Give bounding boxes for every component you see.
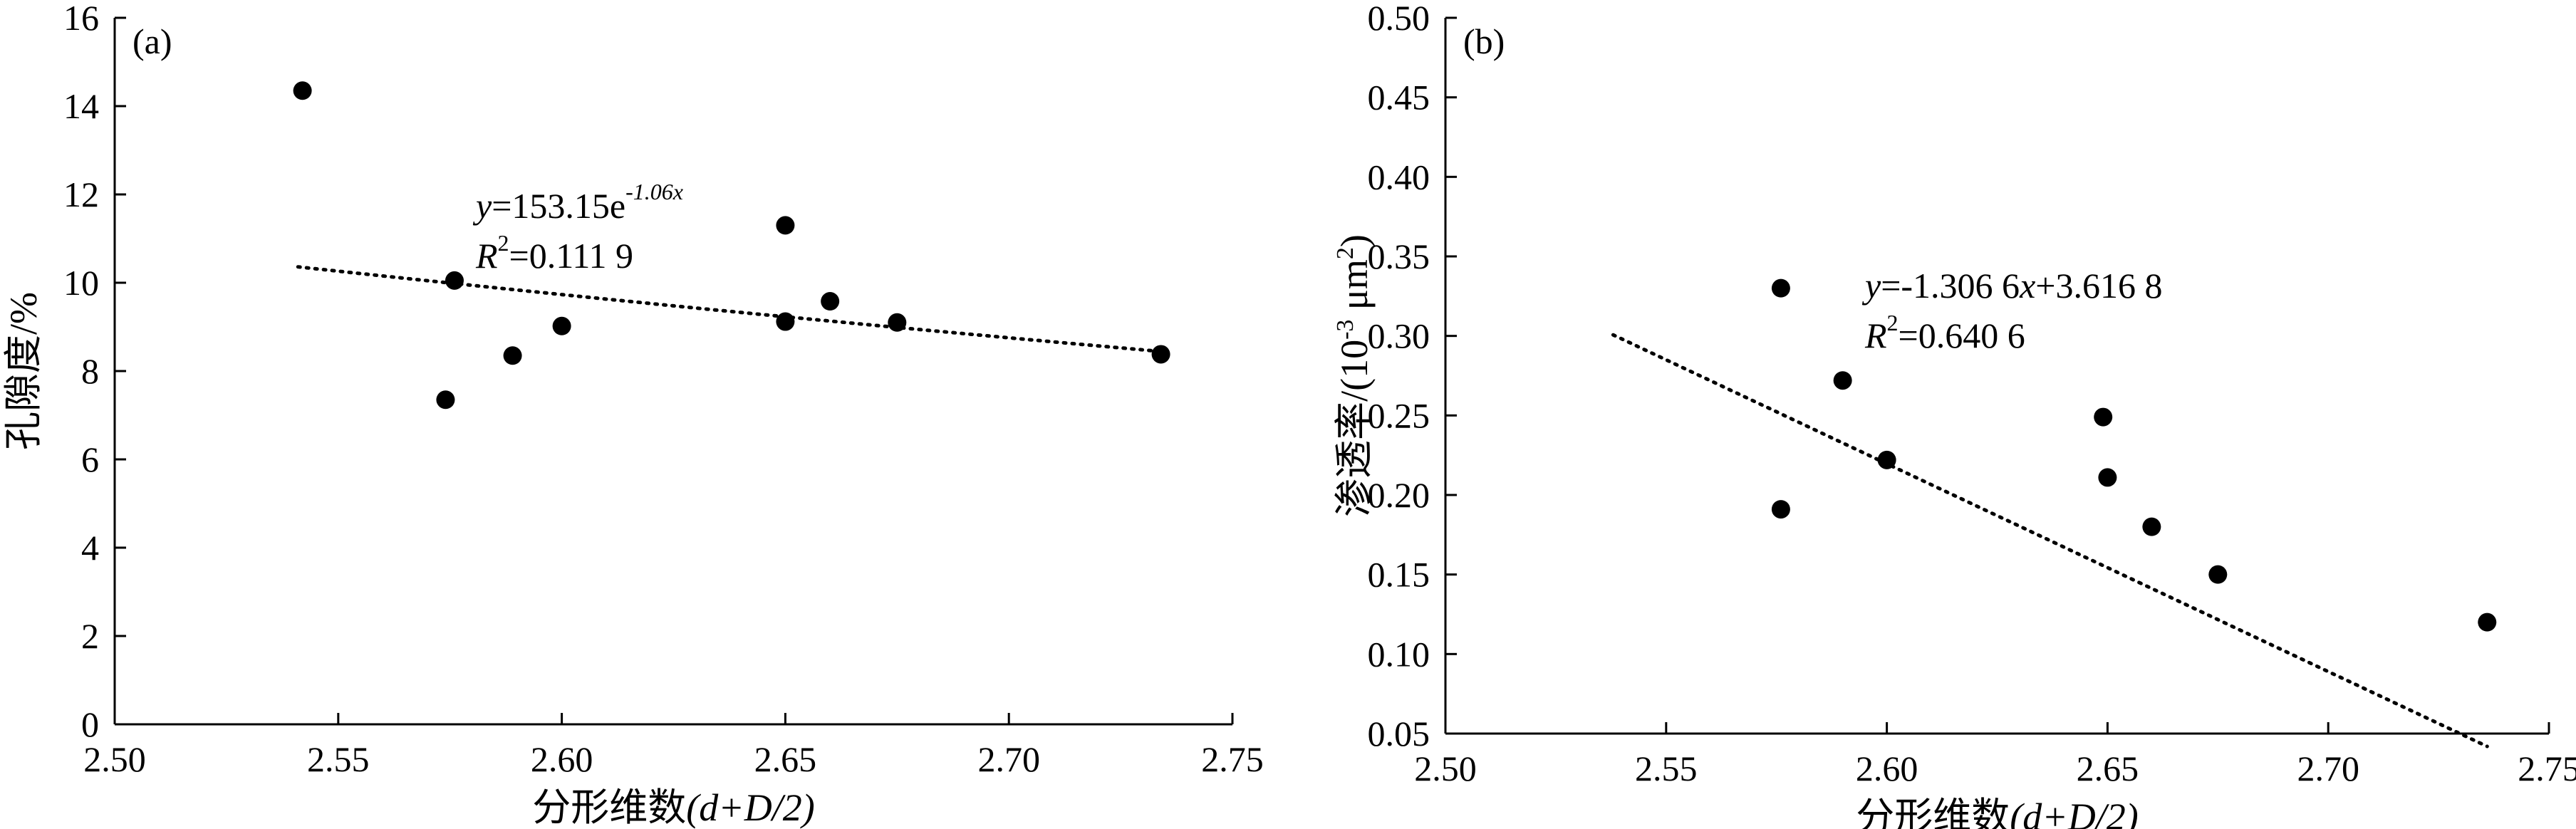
y-tick-label: 0.35 bbox=[1368, 236, 1430, 276]
data-point bbox=[821, 292, 840, 311]
y-axis-title-close: ) bbox=[1333, 234, 1376, 247]
x-tick-label: 2.50 bbox=[83, 739, 146, 779]
x-tick-label: 2.75 bbox=[1201, 739, 1264, 779]
r-sup: 2 bbox=[498, 230, 509, 256]
x-tick-label: 2.55 bbox=[307, 739, 370, 779]
data-point bbox=[436, 390, 455, 410]
data-point bbox=[1771, 500, 1790, 519]
r-value: =0.640 6 bbox=[1899, 316, 2025, 355]
y-tick-label: 0 bbox=[81, 704, 99, 744]
y-axis-title: 渗透率/(10-3 μm2) bbox=[1332, 234, 1376, 517]
y-tick-label: 6 bbox=[81, 439, 99, 479]
r-sup: 2 bbox=[1887, 310, 1899, 335]
data-point bbox=[552, 316, 571, 335]
y-axis-title-main: 渗透率/(10 bbox=[1333, 340, 1376, 517]
x-tick-label: 2.60 bbox=[531, 739, 593, 779]
x-tick-label: 2.50 bbox=[1414, 749, 1477, 788]
data-point bbox=[293, 81, 312, 100]
y-tick-label: 10 bbox=[63, 263, 99, 303]
y-tick-label: 2 bbox=[81, 616, 99, 656]
data-point bbox=[1833, 371, 1852, 390]
y-tick-label: 0.20 bbox=[1368, 475, 1430, 515]
x-tick-label: 2.60 bbox=[1856, 749, 1918, 788]
data-point bbox=[2208, 565, 2228, 584]
y-tick-label: 0.15 bbox=[1368, 555, 1430, 595]
x-tick-label: 2.65 bbox=[754, 739, 817, 779]
y-tick-label: 8 bbox=[81, 351, 99, 391]
r-squared-label: R2=0.111 9 bbox=[475, 230, 633, 276]
trendline-equation: y=153.15e-1.06x bbox=[472, 179, 683, 226]
y-tick-label: 16 bbox=[63, 0, 99, 38]
y-tick-label: 0.30 bbox=[1368, 316, 1430, 356]
eq-y-var: y bbox=[1861, 266, 1881, 306]
y-tick-label: 14 bbox=[63, 86, 99, 126]
y-tick-label: 0.05 bbox=[1368, 714, 1430, 754]
x-axis-title-paren: (d+D/2) bbox=[2010, 796, 2138, 829]
x-axis-title-main: 分形维数 bbox=[532, 786, 686, 829]
data-point bbox=[776, 312, 795, 331]
x-axis-title-main: 分形维数 bbox=[1856, 796, 2010, 829]
r-value: =0.111 9 bbox=[509, 236, 634, 276]
data-point bbox=[1151, 345, 1170, 364]
eq-tail: +3.616 8 bbox=[2035, 266, 2162, 306]
y-tick-label: 4 bbox=[81, 528, 99, 568]
data-point bbox=[2478, 612, 2497, 632]
data-point bbox=[1771, 278, 1790, 298]
x-tick-label: 2.65 bbox=[2077, 749, 2139, 788]
y-tick-label: 0.10 bbox=[1368, 634, 1430, 674]
y-tick-label: 12 bbox=[63, 174, 99, 214]
eq-y-var: y bbox=[472, 186, 492, 226]
trendline bbox=[1611, 333, 2489, 749]
x-axis-title-paren: (d+D/2) bbox=[686, 786, 814, 829]
panel-b-permeability: 2.50 2.55 2.60 2.65 2.70 2.75 0.05 0.10 0.15 0.20… bbox=[1332, 0, 2576, 829]
y-axis-title: 孔隙度/% bbox=[2, 292, 45, 450]
x-tick-label: 2.55 bbox=[1635, 749, 1698, 788]
r-var: R bbox=[475, 236, 498, 276]
data-point bbox=[2142, 517, 2161, 536]
panel-label: (a) bbox=[133, 21, 172, 61]
x-axis-title: 分形维数(d+D/2) bbox=[532, 786, 814, 829]
y-axis-title-unit: μm bbox=[1333, 259, 1376, 319]
eq-exponent: -1.06x bbox=[625, 179, 683, 204]
y-tick-label: 0.45 bbox=[1368, 78, 1430, 118]
eq-body: =153.15e bbox=[492, 186, 625, 226]
eq-x-var: x bbox=[2019, 266, 2035, 306]
y-tick-label: 0.25 bbox=[1368, 395, 1430, 435]
y-axis-title-unit-sup: 2 bbox=[1332, 247, 1359, 259]
panel-label: (b) bbox=[1463, 21, 1505, 61]
data-point bbox=[2098, 468, 2117, 487]
data-point bbox=[776, 216, 795, 235]
r-squared-label: R2=0.640 6 bbox=[1864, 310, 2025, 355]
x-tick-label: 2.75 bbox=[2518, 749, 2576, 788]
data-point bbox=[445, 271, 464, 290]
y-tick-label: 0.50 bbox=[1368, 0, 1430, 38]
r-var: R bbox=[1864, 316, 1887, 355]
trendline-equation: y=-1.306 6x+3.616 8 bbox=[1861, 266, 2162, 306]
x-tick-label: 2.70 bbox=[2297, 749, 2359, 788]
x-tick-label: 2.70 bbox=[977, 739, 1040, 779]
y-axis-title-sup: -3 bbox=[1332, 320, 1359, 340]
data-point bbox=[2094, 407, 2113, 427]
data-point bbox=[1877, 450, 1896, 469]
panel-a-porosity: 2.50 2.55 2.60 2.65 2.70 2.75 0 2 4 6 8 10 12 14 16 (a)… bbox=[2, 0, 1264, 829]
data-point bbox=[503, 346, 522, 365]
x-axis-title: 分形维数(d+D/2) bbox=[1856, 796, 2138, 829]
trendline bbox=[296, 265, 1163, 353]
data-point bbox=[888, 313, 907, 332]
eq-body: =-1.306 6 bbox=[1881, 266, 2020, 306]
y-tick-label: 0.40 bbox=[1368, 157, 1430, 197]
